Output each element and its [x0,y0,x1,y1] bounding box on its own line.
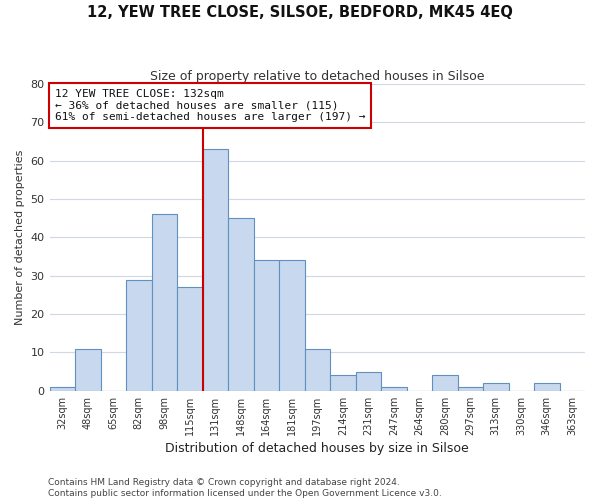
Bar [75,348,101,391]
X-axis label: Distribution of detached houses by size in Silsoe: Distribution of detached houses by size … [166,442,469,455]
Bar [356,372,381,391]
Bar [50,387,75,391]
Bar [483,383,509,391]
Bar [126,280,152,391]
Text: 12, YEW TREE CLOSE, SILSOE, BEDFORD, MK45 4EQ: 12, YEW TREE CLOSE, SILSOE, BEDFORD, MK4… [87,5,513,20]
Bar [432,376,458,391]
Bar [381,387,407,391]
Bar [254,260,279,391]
Bar [228,218,254,391]
Bar [152,214,177,391]
Bar [203,150,228,391]
Bar [279,260,305,391]
Bar [305,348,330,391]
Text: Contains HM Land Registry data © Crown copyright and database right 2024.
Contai: Contains HM Land Registry data © Crown c… [48,478,442,498]
Bar [534,383,560,391]
Bar [458,387,483,391]
Text: 12 YEW TREE CLOSE: 132sqm
← 36% of detached houses are smaller (115)
61% of semi: 12 YEW TREE CLOSE: 132sqm ← 36% of detac… [55,89,365,122]
Bar [177,288,203,391]
Title: Size of property relative to detached houses in Silsoe: Size of property relative to detached ho… [150,70,485,83]
Y-axis label: Number of detached properties: Number of detached properties [15,150,25,325]
Bar [330,376,356,391]
